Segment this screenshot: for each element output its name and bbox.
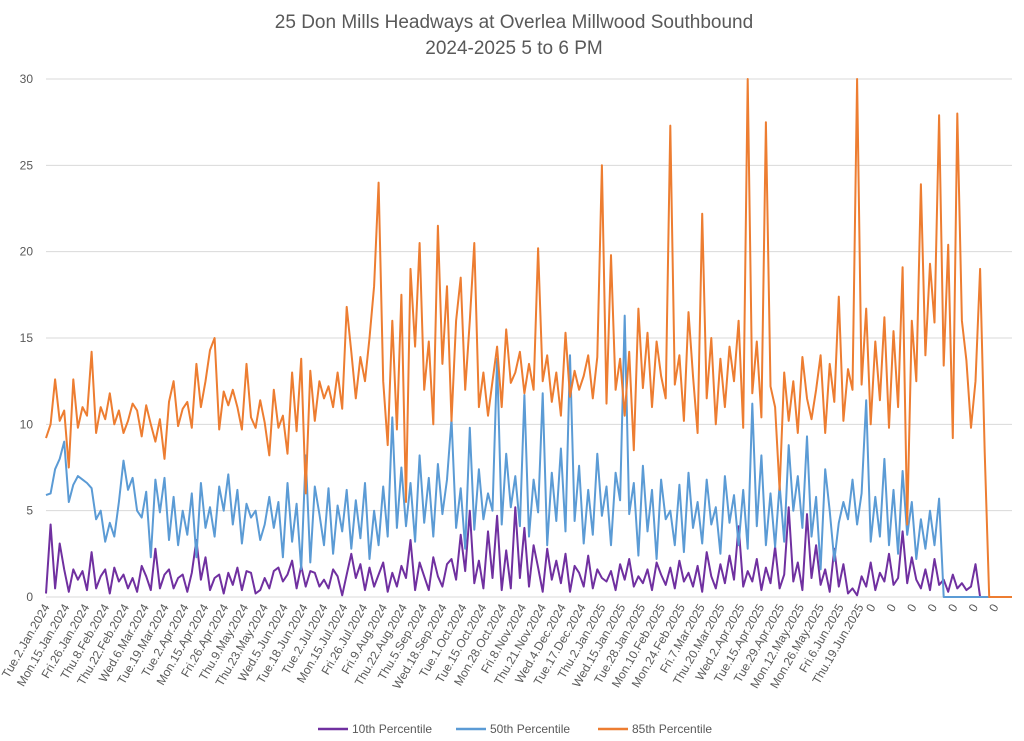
y-tick-label: 25	[20, 158, 34, 172]
legend-label: 85th Percentile	[632, 722, 712, 736]
gridlines	[46, 78, 1012, 598]
x-tick-label: 0	[884, 601, 900, 614]
series-lines	[45, 78, 1012, 598]
x-tick-label: 0	[904, 601, 920, 614]
legend: 10th Percentile 50th Percentile 85th Perce…	[318, 722, 712, 736]
y-tick-label: 30	[20, 72, 34, 86]
y-tick-label: 5	[26, 504, 33, 518]
chart-title-line-1: 25 Don Mills Headways at Overlea Millwoo…	[275, 12, 753, 33]
x-tick-label: 0	[945, 601, 961, 614]
series-line-85th-percentile	[45, 78, 1012, 598]
x-tick-label: 0	[863, 601, 879, 614]
series-line-10th-percentile	[45, 506, 1012, 598]
y-tick-label: 0	[26, 590, 33, 604]
x-axis-tick-labels: Tue.2.Jan.2024Mon.15.Jan.2024Fri.26.Jan.…	[0, 601, 1002, 691]
y-tick-label: 20	[20, 245, 34, 259]
x-tick-label: 0	[966, 601, 982, 614]
chart-title-line-2: 2024-2025 5 to 6 PM	[425, 38, 602, 59]
y-tick-label: 10	[20, 417, 34, 431]
y-tick-label: 15	[20, 331, 34, 345]
x-tick-label: 0	[986, 601, 1002, 614]
x-tick-label: 0	[925, 601, 941, 614]
legend-label: 50th Percentile	[490, 722, 570, 736]
legend-label: 10th Percentile	[352, 722, 432, 736]
y-axis-tick-labels: 0 5 10 15 20 25 30	[20, 72, 34, 604]
series-line-50th-percentile	[45, 314, 1012, 598]
